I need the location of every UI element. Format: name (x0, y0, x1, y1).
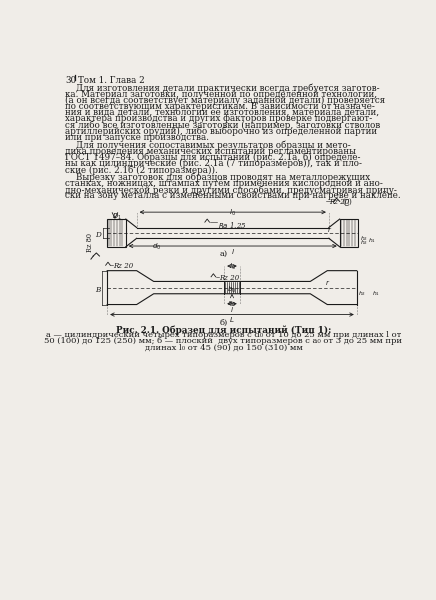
Text: Вырезку заготовок для образцов проводят на металлорежущих: Вырезку заготовок для образцов проводят … (65, 173, 371, 182)
Text: Rz 20: Rz 20 (113, 262, 134, 270)
Text: Для получения сопоставимых результатов образцы и мето-: Для получения сопоставимых результатов о… (65, 140, 351, 150)
Text: ка. Материал заготовки, полученной по определённой технологии,: ка. Материал заготовки, полученной по оп… (65, 90, 378, 99)
Text: (✓): (✓) (343, 198, 353, 206)
Text: станках, ножницах, штампах путём применения кислородной и ано-: станках, ножницах, штампах путём примене… (65, 179, 383, 188)
Text: ны как цилиндрические (рис. 2.1а (7 типоразмеров)), так и пло-: ны как цилиндрические (рис. 2.1а (7 типо… (65, 159, 362, 168)
Text: (а он всегда соответствует материалу заданной детали) проверяется: (а он всегда соответствует материалу зад… (65, 96, 385, 105)
Text: $b_0$: $b_0$ (227, 285, 237, 295)
Bar (107, 219, 126, 247)
Text: $h_2$: $h_2$ (360, 238, 368, 247)
Text: B: B (95, 286, 100, 294)
Text: по соответствующим характеристикам. В зависимости от назначе-: по соответствующим характеристикам. В за… (65, 102, 375, 111)
Text: $l$: $l$ (231, 247, 235, 256)
Text: D: D (95, 232, 101, 239)
Text: $h_2$: $h_2$ (360, 233, 368, 242)
Text: длинах l₀ от 45 (90) до 150 (310) мм: длинах l₀ от 45 (90) до 150 (310) мм (144, 344, 303, 352)
Text: характера производства и других факторов проверке подвергают-: характера производства и других факторов… (65, 115, 373, 124)
Text: а — цилиндрический четырёх типоразмеров с d₀ от 10 до 25 мм при длинах l от: а — цилиндрический четырёх типоразмеров … (46, 331, 401, 340)
Text: Rz 20: Rz 20 (329, 198, 349, 206)
Text: Рис. 2.1. Образец для испытаний (Тип 1):: Рис. 2.1. Образец для испытаний (Тип 1): (116, 325, 331, 335)
Text: $l$: $l$ (230, 305, 234, 314)
Text: дно-механической резки и другими способами, предусматривая припу-: дно-механической резки и другими способа… (65, 185, 397, 194)
Text: б): б) (219, 319, 228, 326)
Text: ГОСТ 1497–84. Образцы для испытаний (рис. 2.1а, б) определе-: ГОСТ 1497–84. Образцы для испытаний (рис… (65, 153, 361, 163)
Text: $L$: $L$ (229, 316, 235, 325)
Text: дика проведения механических испытаний регламентированы: дика проведения механических испытаний р… (65, 146, 356, 155)
Text: или при запуске производства.: или при запуске производства. (65, 133, 209, 142)
Text: $d_0$: $d_0$ (152, 241, 161, 251)
Text: $D_1$: $D_1$ (112, 212, 122, 223)
Text: $a_0$: $a_0$ (228, 300, 237, 309)
Text: $r$: $r$ (325, 278, 330, 287)
Text: ся либо все изготовленные заготовки (например, заготовки стволов: ся либо все изготовленные заготовки (нап… (65, 121, 381, 130)
Text: 50 (100) до 125 (250) мм; б — плоский  двух типоразмеров с a₀ от 3 до 25 мм при: 50 (100) до 125 (250) мм; б — плоский дв… (44, 337, 402, 346)
Text: ния и вида детали, технологии её изготовления, материала детали,: ния и вида детали, технологии её изготов… (65, 108, 379, 117)
Text: $h_1$: $h_1$ (368, 236, 376, 245)
Text: $r$: $r$ (327, 225, 332, 234)
Text: артиллерийских орудий), либо выборочно из определённой партии: артиллерийских орудий), либо выборочно и… (65, 127, 378, 136)
Text: $l_0$: $l_0$ (228, 262, 235, 272)
Text: $l_0$: $l_0$ (229, 208, 236, 218)
Bar (340, 219, 358, 247)
Text: Rz 20: Rz 20 (219, 274, 239, 282)
Text: ски на зону металла с изменёнными свойствами при нагреве и наклёпе.: ски на зону металла с изменёнными свойст… (65, 191, 401, 200)
Text: а): а) (219, 250, 228, 258)
Text: Rz 80: Rz 80 (86, 233, 94, 251)
Text: Для изготовления детали практически всегда требуется заготов-: Для изготовления детали практически всег… (65, 83, 380, 93)
Text: 30: 30 (65, 76, 76, 85)
Text: $Ra$ 1,25: $Ra$ 1,25 (218, 220, 247, 230)
Text: $h_2$: $h_2$ (358, 289, 366, 298)
Text: $h_1$: $h_1$ (372, 289, 380, 298)
Text: Том 1. Глава 2: Том 1. Глава 2 (78, 76, 144, 85)
Text: ские (рис. 2.1б (2 типоразмера)).: ские (рис. 2.1б (2 типоразмера)). (65, 165, 218, 175)
